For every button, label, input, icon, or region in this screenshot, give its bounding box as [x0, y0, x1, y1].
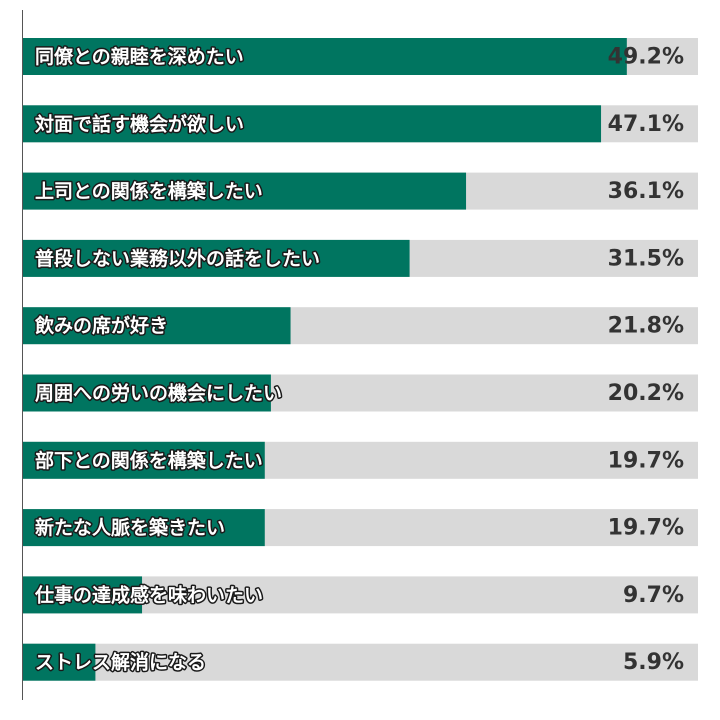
bar	[23, 307, 291, 345]
value-label: 31.5%	[608, 246, 684, 271]
bar	[23, 643, 96, 681]
bar	[23, 441, 265, 479]
category-label: 部下との関係を構築したい	[35, 449, 263, 472]
value-label: 19.7%	[608, 516, 684, 541]
bar	[23, 576, 143, 614]
value-label: 49.2%	[608, 45, 684, 70]
category-label: 周囲への労いの機会にしたい	[35, 382, 282, 405]
value-label: 21.8%	[608, 314, 684, 339]
bar	[23, 105, 602, 143]
value-label: 19.7%	[608, 448, 684, 473]
category-label: 仕事の達成感を味わいたい	[34, 583, 263, 606]
bar	[23, 374, 271, 412]
bar	[23, 172, 467, 210]
value-label: 47.1%	[608, 112, 684, 137]
category-label: 飲みの席が好き	[34, 314, 168, 337]
value-label: 5.9%	[623, 650, 684, 675]
category-label: 同僚との親睦を深めたい	[35, 45, 244, 68]
category-label: 普段しない業務以外の話をしたい	[35, 247, 320, 270]
category-label: 新たな人脈を築きたい	[35, 516, 225, 539]
bar-track	[23, 643, 698, 681]
category-label: 上司との関係を構築したい	[35, 180, 263, 203]
category-label: 対面で話す機会が欲しい	[34, 112, 244, 135]
bar	[23, 509, 265, 547]
category-label: ストレス解消になる	[35, 651, 206, 674]
value-label: 36.1%	[608, 179, 684, 204]
value-label: 20.2%	[608, 381, 684, 406]
bar	[23, 239, 410, 277]
value-label: 9.7%	[623, 583, 684, 608]
bar	[23, 38, 627, 75]
